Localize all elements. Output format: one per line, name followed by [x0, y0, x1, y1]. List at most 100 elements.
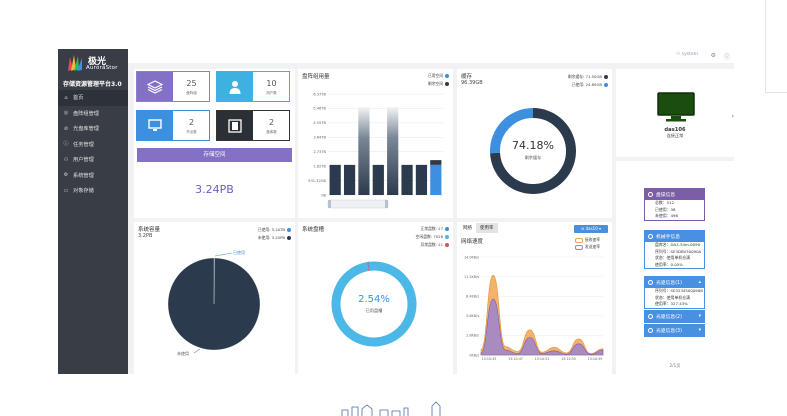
- zoom-handle-left[interactable]: [328, 200, 331, 208]
- panel-title: 缓存: [461, 74, 473, 80]
- card-row: 使用率：327.43%: [655, 301, 688, 306]
- legend-used-label: 已使用: 24.89GB: [571, 82, 602, 87]
- settings-gear-icon[interactable]: ⚙: [710, 52, 716, 59]
- storage-value: 3.24PB: [195, 183, 234, 196]
- drive-info-card-1[interactable]: 光驱信息(1) ▴ 序列号：SE3234500090B 状态：使用单机仓满 使用率…: [644, 276, 705, 309]
- folder-icon: ▭: [63, 187, 69, 194]
- legend-used: 已用空间: [428, 73, 449, 79]
- card-header: 光驱信息(2) ▾: [645, 311, 704, 322]
- stat-label: 盘阵组: [186, 91, 197, 95]
- legend-dot: [287, 236, 291, 240]
- cache-percent: 74.18%: [512, 139, 554, 152]
- y-tick-label: 5.6KB/s: [466, 314, 479, 318]
- drive-info-card-2[interactable]: 光驱信息(2) ▾: [644, 310, 705, 323]
- capacity-slice[interactable]: [167, 257, 261, 351]
- cache-slice[interactable]: [490, 108, 576, 194]
- card-row: 已使用：38: [655, 206, 676, 212]
- bottom-city-sketch: [341, 401, 441, 416]
- stat-value: 25: [186, 79, 197, 88]
- legend-empty-label: 空闲盘数: 7026: [415, 234, 443, 239]
- bar-free[interactable]: [415, 164, 428, 195]
- stat-value: 2: [188, 118, 195, 127]
- network-area-chart: 14.0KB/s 11.2KB/s 8.4KB/s 5.6KB/s 2.8KB/s 0KB…: [464, 255, 604, 361]
- bar-used[interactable]: [430, 164, 442, 195]
- nav-item-disc-library[interactable]: ⊘ 光盘库管理: [58, 121, 128, 137]
- bar-free[interactable]: [387, 107, 399, 195]
- stat-nodes[interactable]: 2 节点数: [136, 110, 210, 141]
- card-header: 光驱信息(1) ▴: [645, 277, 704, 288]
- bar-free[interactable]: [329, 164, 341, 195]
- help-icon[interactable]: ⓘ: [723, 54, 730, 61]
- y-tick-label: 3.64TB: [313, 136, 326, 140]
- legend-swatch: [574, 244, 583, 250]
- cache-slice[interactable]: [490, 108, 534, 154]
- disk-center-label: 已用盘槽: [366, 307, 384, 314]
- nav-item-users[interactable]: ⚇ 用户管理: [58, 152, 128, 168]
- nav-label: 首页: [73, 95, 84, 102]
- legend-free-label: 剩余空间: [427, 81, 443, 86]
- card-row: 盘库名：DA3-34m-0090: [655, 242, 701, 247]
- bar-free[interactable]: [343, 164, 356, 195]
- background-frame: [765, 0, 787, 93]
- disk-slice[interactable]: [331, 261, 417, 347]
- disk-usage-panel: 盘阵组用量 已用空间 剩余空间 6.37TB 5.46TB 4.55TB 3.64TB…: [298, 69, 453, 218]
- drive-info-card-3[interactable]: 光驱信息(3) ▾: [644, 324, 705, 337]
- chevron-right-icon[interactable]: ›: [731, 113, 734, 120]
- legend-normal: 正常盘数: 27: [420, 226, 449, 232]
- nav-item-home[interactable]: ⌂ 首页: [58, 90, 128, 106]
- home-icon: ⌂: [64, 94, 68, 101]
- zoom-handle-right[interactable]: [385, 200, 388, 208]
- nav-item-disk-array[interactable]: ◎ 盘阵组管理: [58, 106, 128, 122]
- panel-title: 系统容量: [138, 227, 161, 233]
- bar-free[interactable]: [358, 107, 370, 195]
- node-select-button[interactable]: ⊘ das10 ▾: [574, 225, 608, 233]
- username: system: [681, 52, 698, 57]
- chevron-up-icon: ▴: [698, 280, 701, 285]
- nav-item-system[interactable]: ⚙ 系统管理: [58, 168, 128, 184]
- x-tick-label: 15:10:43: [482, 357, 497, 361]
- panel-title: 系统盘槽: [302, 227, 325, 233]
- pagination[interactable]: 2/1页: [669, 363, 681, 368]
- network-tabs: 网络 使用率: [459, 223, 498, 233]
- legend-dot: [445, 227, 449, 231]
- legend-dot: [287, 228, 291, 232]
- disc-slot-info-card[interactable]: 盘操信息 总数：512 已使用：38 未使用：496: [644, 188, 705, 221]
- tab-network[interactable]: 网络: [463, 226, 472, 231]
- computer-icon[interactable]: [656, 91, 696, 123]
- legend-used-label: 已使用: 5.2ATB: [257, 227, 285, 232]
- user-icon: [217, 72, 253, 101]
- panel-title: 网络速度: [461, 239, 484, 245]
- zoom-slider[interactable]: [327, 199, 389, 209]
- card-row: 总数：512: [655, 200, 675, 205]
- disc-icon: [648, 314, 653, 319]
- nav-label: 任务管理: [73, 141, 94, 148]
- card-header: 盘操信息: [645, 189, 704, 200]
- bar-free[interactable]: [401, 164, 413, 195]
- nav-item-object-storage[interactable]: ▭ 对象存储: [58, 183, 128, 199]
- disk-percent: 2.54%: [358, 294, 390, 305]
- nav-item-tasks[interactable]: ⓘ 任务管理: [58, 137, 128, 153]
- library-info-panel: 盘操信息 总数：512 已使用：38 未使用：496 机械手信息 盘库名：DA3…: [616, 161, 734, 374]
- legend-free-label: 未使用: 3.20PB: [257, 235, 285, 240]
- stat-libraries[interactable]: 2 盘库数: [216, 110, 290, 141]
- user-menu[interactable]: ⚇ system: [676, 52, 698, 57]
- send-area: [480, 298, 604, 356]
- top-bar: ⚇ system ⚙ ⓘ: [128, 49, 734, 63]
- label-free: 未使用: [177, 350, 189, 356]
- y-tick-label: 6.37TB: [313, 92, 326, 96]
- legend-recv: 接收速率: [574, 237, 600, 243]
- stat-users[interactable]: 10 用户数: [216, 71, 290, 102]
- y-tick-label: 14.0KB/s: [464, 255, 479, 259]
- tab-usage[interactable]: 使用率: [476, 223, 498, 233]
- legend-dot: [445, 243, 449, 247]
- app-window: 极光 AuroraStor 存储资源管理平台3.0 ⌂ 首页 ◎ 盘阵组管理 ⊘ 光盘…: [58, 49, 734, 374]
- stat-label: 盘库数: [266, 130, 277, 134]
- storage-space-button[interactable]: 存储空间: [137, 148, 292, 162]
- logo: 极光 AuroraStor: [66, 53, 126, 75]
- stat-disk-groups[interactable]: 25 盘阵组: [136, 71, 210, 102]
- bar-free[interactable]: [372, 164, 384, 195]
- disk-array-icon: ◎: [63, 110, 69, 117]
- nav-label: 对象存储: [73, 188, 94, 195]
- bar-free[interactable]: [430, 160, 442, 165]
- robot-info-card[interactable]: 机械手信息 盘库名：DA3-34m-0090 序列号：SE3DBV30090A …: [644, 230, 705, 269]
